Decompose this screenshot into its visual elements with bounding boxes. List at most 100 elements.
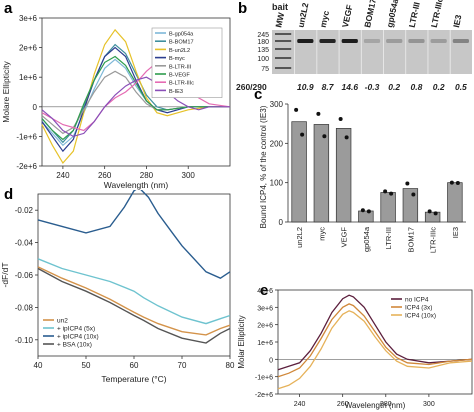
data-point bbox=[344, 135, 349, 140]
data-point bbox=[294, 107, 299, 112]
series-line bbox=[277, 303, 473, 378]
legend-label: + ipICP4 (10x) bbox=[57, 334, 99, 341]
y-tick-label: 3e+6 bbox=[19, 14, 38, 23]
legend-label: no ICP4 bbox=[405, 297, 429, 304]
panel-label-a: a bbox=[4, 0, 13, 17]
y-axis-label: Bound ICP4, % of the control (IE3) bbox=[259, 105, 268, 228]
plot-frame bbox=[41, 17, 231, 167]
bar bbox=[313, 124, 330, 223]
x-tick-label: myc bbox=[317, 227, 326, 241]
bar bbox=[402, 188, 419, 223]
ratio-value: 0.8 bbox=[411, 82, 423, 92]
data-point bbox=[449, 180, 454, 185]
y-axis-label: Molar Ellipticity bbox=[237, 315, 246, 368]
y-tick-label: 0 bbox=[33, 103, 38, 112]
x-axis-label: Wavelength (nm) bbox=[345, 401, 406, 410]
marker-band bbox=[275, 33, 292, 35]
series-line bbox=[41, 76, 230, 138]
lane-separator bbox=[427, 30, 429, 74]
ratio-value: 0.2 bbox=[388, 82, 400, 92]
x-tick-label: 300 bbox=[423, 401, 435, 408]
ratio-value: 8.7 bbox=[322, 82, 335, 92]
y-tick-label: 100 bbox=[270, 179, 284, 188]
x-axis-label: Temperature (°C) bbox=[101, 374, 166, 384]
y-tick-label: 200 bbox=[270, 139, 284, 148]
data-point bbox=[427, 209, 432, 214]
x-tick-label: LTR-IIIc bbox=[429, 227, 438, 253]
lane-label: MW bbox=[273, 11, 286, 29]
mw-mark-label: 180 bbox=[257, 39, 269, 46]
series-line bbox=[277, 294, 473, 371]
ratio-value: 0.2 bbox=[433, 82, 445, 92]
ratio-value: 10.9 bbox=[297, 82, 314, 92]
series-line bbox=[41, 46, 230, 153]
y-tick-label: -0.08 bbox=[15, 303, 34, 312]
y-tick-label: -2e+6 bbox=[16, 162, 37, 171]
mw-mark-label: 135 bbox=[257, 47, 269, 54]
protein-band bbox=[452, 39, 469, 43]
x-tick-label: 260 bbox=[98, 171, 112, 180]
y-tick-label: 0 bbox=[269, 357, 273, 364]
y-axis-label: -dF/dT bbox=[0, 262, 10, 287]
panel-e-chart: 240 260 280 300 -2e+6 -1e+6 0 1e+6 2e+6 3e+6 4e+6 W… bbox=[237, 288, 473, 410]
mw-mark-label: 75 bbox=[261, 66, 269, 73]
lane-separator bbox=[405, 30, 407, 74]
protein-band bbox=[408, 39, 425, 43]
lane-label: IE3 bbox=[451, 14, 463, 29]
x-tick-label: 50 bbox=[82, 361, 91, 370]
lane-label: BOM17 bbox=[362, 0, 378, 28]
bar bbox=[358, 210, 374, 223]
ratio-label: 260/290 bbox=[236, 82, 267, 92]
lane-label: LTR-III bbox=[407, 1, 422, 28]
protein-band bbox=[297, 39, 314, 43]
x-tick-label: 240 bbox=[294, 401, 306, 408]
x-tick-label: BOM17 bbox=[406, 227, 415, 252]
y-tick-label: 1e+6 bbox=[257, 340, 273, 347]
legend-label: B-BOM17 bbox=[169, 40, 194, 46]
data-point bbox=[389, 191, 394, 196]
data-point bbox=[366, 209, 371, 214]
y-tick-label: -0.06 bbox=[15, 271, 34, 280]
ratio-value: -0.3 bbox=[365, 82, 380, 92]
lane-separator bbox=[338, 30, 340, 74]
x-tick-label: 280 bbox=[380, 401, 392, 408]
x-tick-label: VEGF bbox=[340, 227, 349, 248]
ratio-value: 0.5 bbox=[455, 82, 467, 92]
ratio-value: 14.6 bbox=[342, 82, 359, 92]
legend-label: + BSA (10x) bbox=[57, 342, 92, 349]
series-line bbox=[41, 55, 230, 141]
panel-c-chart: 0 100 200 300 un2L2 myc VEGF gp054a LTR-III BOM17… bbox=[259, 100, 466, 253]
y-tick-label: 2e+6 bbox=[257, 323, 273, 330]
panel-label-b: b bbox=[238, 0, 248, 17]
protein-band bbox=[341, 39, 358, 43]
y-tick-label: -1e+6 bbox=[255, 375, 273, 382]
y-tick-label: -1e+6 bbox=[16, 132, 37, 141]
x-tick-label: 280 bbox=[140, 171, 154, 180]
protein-band bbox=[363, 39, 381, 43]
data-point bbox=[316, 111, 321, 116]
series-line bbox=[37, 267, 231, 344]
bar bbox=[380, 192, 396, 223]
gel-background bbox=[272, 30, 472, 74]
x-tick-label: 40 bbox=[34, 361, 43, 370]
x-tick-label: un2L2 bbox=[295, 227, 304, 248]
legend-label: + ipICP4 (5x) bbox=[57, 326, 95, 333]
legend-box bbox=[40, 315, 122, 351]
x-tick-label: IE3 bbox=[451, 227, 460, 238]
x-tick-label: LTR-III bbox=[384, 227, 393, 249]
series-line bbox=[277, 310, 473, 390]
x-tick-label: 260 bbox=[337, 401, 349, 408]
mw-mark-label: 245 bbox=[257, 32, 269, 39]
bar bbox=[291, 121, 307, 223]
legend-label: B-gp054a bbox=[169, 32, 194, 38]
bait-label: bait bbox=[272, 2, 288, 12]
legend-box bbox=[151, 27, 223, 98]
panel-d-chart: 40 50 60 70 80 -0.02 -0.04 -0.06 -0.08 -0.10 Tempe… bbox=[0, 190, 235, 384]
y-tick-label: -0.10 bbox=[15, 336, 34, 345]
panel-label-c: c bbox=[254, 86, 263, 103]
x-tick-label: 80 bbox=[226, 361, 235, 370]
y-tick-label: 300 bbox=[270, 100, 284, 109]
x-tick-label: 300 bbox=[182, 171, 196, 180]
y-tick-label: -0.04 bbox=[15, 239, 34, 248]
